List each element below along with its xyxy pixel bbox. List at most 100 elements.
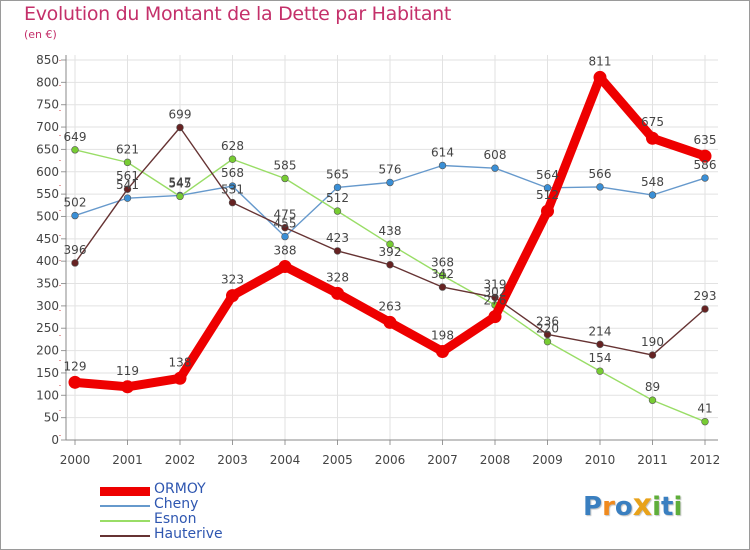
data-point [491, 164, 499, 172]
data-label: 220 [536, 322, 559, 336]
x-tick-label: 2004 [270, 453, 301, 467]
y-tick-label: 400 [36, 254, 59, 268]
data-label: 138 [169, 355, 192, 369]
data-label: 41 [697, 402, 712, 416]
data-label: 568 [221, 166, 244, 180]
data-point [68, 375, 82, 389]
data-point [596, 183, 604, 191]
y-tick-label: 850 [36, 53, 59, 67]
data-point [541, 204, 554, 218]
y-tick-label: 350 [36, 277, 59, 291]
data-label: 328 [326, 270, 349, 284]
data-label: 396 [64, 243, 87, 257]
data-label: 293 [694, 289, 717, 303]
x-tick-label: 2010 [585, 453, 616, 467]
data-label: 323 [221, 273, 244, 287]
x-tick-label: 2000 [60, 453, 91, 467]
x-tick-label: 2002 [165, 453, 196, 467]
data-label: 811 [589, 54, 612, 68]
series-hauterive [71, 123, 709, 359]
data-point [698, 149, 712, 163]
data-label: 565 [326, 167, 349, 181]
legend-swatch [100, 520, 150, 522]
data-point [71, 211, 79, 220]
data-point [646, 131, 659, 145]
data-point [278, 260, 292, 274]
data-label: 475 [274, 208, 297, 222]
data-point [491, 293, 499, 302]
logo-letter: t [661, 492, 674, 522]
data-point [123, 158, 132, 167]
chart-title: Evolution du Montant de la Dette par Hab… [24, 3, 452, 25]
data-point [593, 70, 607, 84]
data-point [438, 271, 447, 280]
data-point [123, 194, 132, 202]
y-tick-label: 750 [36, 98, 59, 112]
data-label: 608 [484, 148, 507, 162]
y-tick-label: 150 [36, 366, 59, 380]
x-tick-label: 2011 [637, 453, 668, 467]
data-point [228, 155, 237, 163]
data-label: 635 [694, 133, 717, 147]
data-point [173, 371, 187, 385]
data-point [383, 315, 397, 329]
data-label: 190 [641, 335, 664, 349]
series-group [68, 70, 712, 426]
data-label: 547 [169, 175, 192, 189]
data-point [281, 174, 289, 183]
data-point [648, 191, 657, 199]
legend-swatch [100, 535, 150, 537]
data-label: 545 [169, 176, 192, 190]
x-tick-label: 2008 [480, 453, 511, 467]
data-label: 392 [379, 245, 402, 259]
proxiti-logo: Proxiti [583, 488, 693, 528]
y-tick-label: 550 [36, 187, 59, 201]
data-label: 368 [431, 255, 454, 269]
x-tick-label: 2012 [690, 453, 721, 467]
data-label: 614 [431, 146, 454, 160]
data-point [333, 207, 342, 215]
data-point [436, 344, 449, 358]
data-point [71, 146, 79, 154]
data-point [543, 337, 552, 346]
y-tick-label: 700 [36, 120, 59, 134]
data-label: 302 [484, 285, 507, 299]
y-tick-label: 0 [51, 433, 59, 447]
data-label: 585 [274, 158, 297, 172]
axes: 0 50 100 150 200 250 300 350 400 450 500 550 600 650 7… [36, 53, 720, 467]
x-tick-label: 2001 [112, 453, 143, 467]
data-label: 154 [589, 351, 612, 365]
legend-swatch [100, 505, 150, 507]
data-point [176, 192, 184, 201]
legend-label: Esnon [154, 511, 197, 527]
data-label: 548 [641, 175, 664, 189]
data-point [123, 185, 132, 193]
data-point [386, 261, 394, 269]
data-point [386, 240, 394, 248]
y-tick-label: 250 [36, 321, 59, 335]
data-point [331, 286, 344, 300]
data-label: 586 [694, 158, 717, 172]
x-tick-label: 2003 [217, 453, 248, 467]
data-label: 561 [116, 169, 139, 183]
chart-subtitle: (en €) [24, 28, 57, 41]
data-point [121, 380, 134, 394]
data-point [281, 232, 289, 241]
data-label: 342 [431, 267, 454, 281]
logo-letter: r [602, 492, 615, 522]
y-tick-label: 50 [44, 411, 59, 425]
legend-label: Cheny [154, 496, 199, 512]
legend-label: ORMOY [154, 481, 206, 497]
x-tick-label: 2006 [375, 453, 406, 467]
logo-letter: x [632, 488, 653, 523]
data-label: 89 [645, 380, 660, 394]
data-point [648, 396, 657, 404]
data-label: 531 [221, 183, 244, 197]
y-tick-label: 650 [36, 142, 59, 156]
data-label: 198 [431, 328, 454, 342]
y-tick-label: 300 [36, 299, 59, 313]
legend-swatch [100, 487, 150, 496]
data-label: 502 [64, 196, 87, 210]
